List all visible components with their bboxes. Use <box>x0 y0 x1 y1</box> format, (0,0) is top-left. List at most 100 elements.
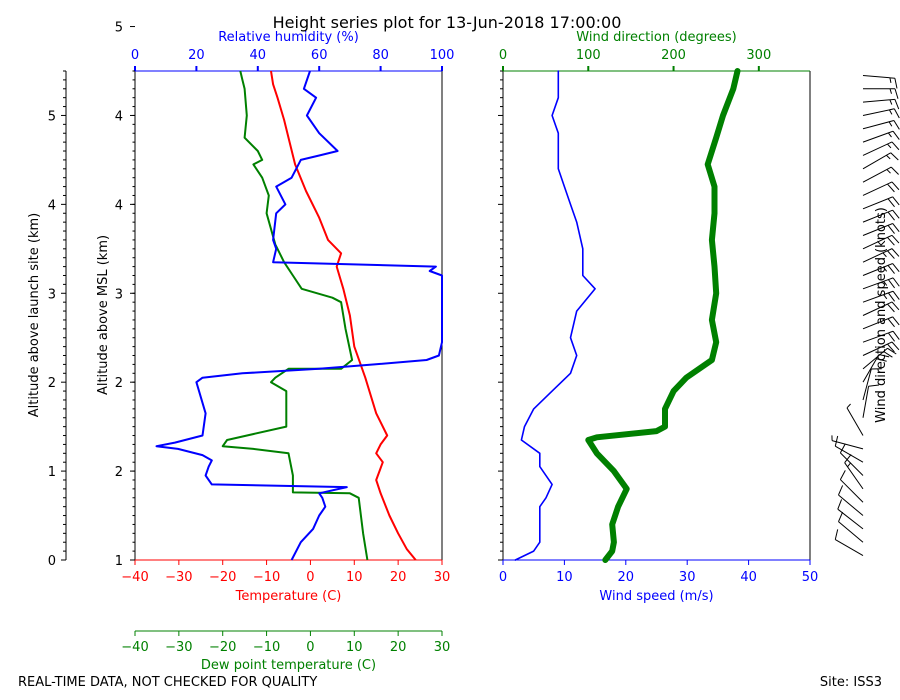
wind-barb <box>862 130 900 143</box>
wind-barb-staff <box>838 521 864 543</box>
wind-barb <box>862 152 899 170</box>
wind-barb-feather <box>887 198 895 208</box>
wind-barb <box>862 181 900 196</box>
footer-quality-note: REAL-TIME DATA, NOT CHECKED FOR QUALITY <box>18 675 317 690</box>
wind-barb <box>837 499 864 530</box>
wind-barb-feather <box>887 250 895 259</box>
dew-point-line <box>221 70 369 561</box>
humidity-tick-label: 80 <box>372 48 389 63</box>
wind-barb-feather <box>844 454 852 463</box>
wind-direction-axis-label: Wind direction (degrees) <box>576 30 736 45</box>
wind-barb-feather <box>839 443 846 454</box>
wind-barb-feather <box>839 470 846 480</box>
wind-barb-staff <box>862 347 888 370</box>
wind-barb-feather <box>893 108 900 119</box>
msl-altitude-tick-label: 4 <box>115 109 123 124</box>
wind-barb-feather <box>892 130 900 140</box>
wind-barb-staff <box>846 407 864 436</box>
wind-direction-tick-label: 300 <box>746 48 771 63</box>
wind-barbs-axis-label: Wind direction and speed (knots) <box>874 207 889 423</box>
launch-altitude-tick-label: 5 <box>48 109 56 124</box>
humidity-tick-label: 0 <box>131 48 139 63</box>
wind-barb-staff <box>831 440 864 450</box>
wind-barb-staff <box>862 108 895 116</box>
wind-barb-half-feather <box>883 294 888 300</box>
wind-barb-half-feather <box>889 88 892 94</box>
wind-barb-staff <box>862 341 893 356</box>
temperature-tick-label: 0 <box>306 570 314 585</box>
wind-barb <box>862 341 900 356</box>
wind-barb-feather <box>891 301 900 311</box>
dewpoint-tick-label: 10 <box>346 640 363 655</box>
launch-altitude-tick-label: 1 <box>48 465 56 480</box>
humidity-axis-label: Relative humidity (%) <box>218 30 359 45</box>
wind-barb-feather <box>892 290 900 300</box>
wind-barb <box>862 74 898 89</box>
wind-barb-staff <box>862 386 870 418</box>
launch-altitude-tick-label: 0 <box>48 554 56 569</box>
wind-barb-staff <box>862 330 894 343</box>
wind-barb <box>839 443 864 476</box>
wind-barb-feather <box>893 120 900 130</box>
wind-barb-feather <box>892 209 900 219</box>
wind-barb-half-feather <box>886 154 891 160</box>
humidity-tick-label: 20 <box>188 48 205 63</box>
wind-barb-staff <box>862 130 894 143</box>
msl-altitude-tick-label: 1 <box>115 554 123 569</box>
wind-barb-feather <box>892 223 900 232</box>
humidity-tick-label: 60 <box>311 48 328 63</box>
wind-barb-staff <box>838 494 864 516</box>
wind-barb <box>862 353 890 383</box>
wind-speed-tick-label: 20 <box>618 570 635 585</box>
msl-altitude-tick-label: 2 <box>115 465 123 480</box>
wind-barb-staff <box>862 277 894 290</box>
humidity-tick-label: 100 <box>430 48 455 63</box>
wind-barb <box>862 141 900 156</box>
wind-barb-feather <box>891 248 900 257</box>
launch-altitude-axis-label: Altitude above launch site (km) <box>27 213 42 417</box>
dewpoint-tick-label: −30 <box>165 640 192 655</box>
wind-barb-feather <box>890 166 899 175</box>
wind-direction-tick-label: 100 <box>576 48 601 63</box>
wind-barb-feather <box>891 234 900 244</box>
wind-barb-feather <box>887 343 895 353</box>
wind-barb-feather <box>834 529 839 540</box>
wind-barb-feather <box>834 435 839 447</box>
wind-barb <box>862 234 900 250</box>
wind-barb <box>862 277 900 290</box>
wind-barb-feather <box>887 265 895 274</box>
wind-barb-feather <box>892 263 900 272</box>
wind-barb-half-feather <box>888 109 893 115</box>
wind-barb <box>862 120 900 130</box>
dewpoint-tick-label: 30 <box>434 640 451 655</box>
wind-barb-half-feather <box>883 281 888 286</box>
wind-barb <box>862 316 900 330</box>
wind-barb-feather <box>838 511 844 522</box>
temperature-tick-label: 30 <box>434 570 451 585</box>
wind-barb <box>862 166 899 183</box>
wind-direction-line <box>585 68 741 563</box>
wind-barb <box>862 347 897 370</box>
wind-barb-half-feather <box>846 403 851 409</box>
wind-barb-feather <box>894 78 898 89</box>
temperature-axis-label: Temperature (C) <box>235 589 342 604</box>
wind-barb <box>834 529 864 556</box>
wind-barb-feather <box>868 384 879 387</box>
wind-barb-feather <box>892 277 900 287</box>
wind-barb <box>862 290 900 303</box>
wind-barb-half-feather <box>883 266 888 272</box>
wind-barb-half-feather <box>889 77 892 84</box>
wind-barb-staff <box>862 209 893 223</box>
wind-barb <box>839 470 864 503</box>
wind-barb-half-feather <box>887 132 892 138</box>
wind-barb <box>862 209 900 223</box>
wind-barb-half-feather <box>888 121 893 127</box>
wind-barb-staff <box>840 452 864 476</box>
wind-barb <box>862 384 879 418</box>
wind-barb-staff <box>862 248 893 263</box>
wind-barb-feather <box>887 332 896 342</box>
wind-barb-staff <box>862 263 893 276</box>
wind-speed-tick-label: 10 <box>556 570 573 585</box>
wind-barb-staff <box>862 354 880 383</box>
wind-barb-staff <box>862 141 893 156</box>
